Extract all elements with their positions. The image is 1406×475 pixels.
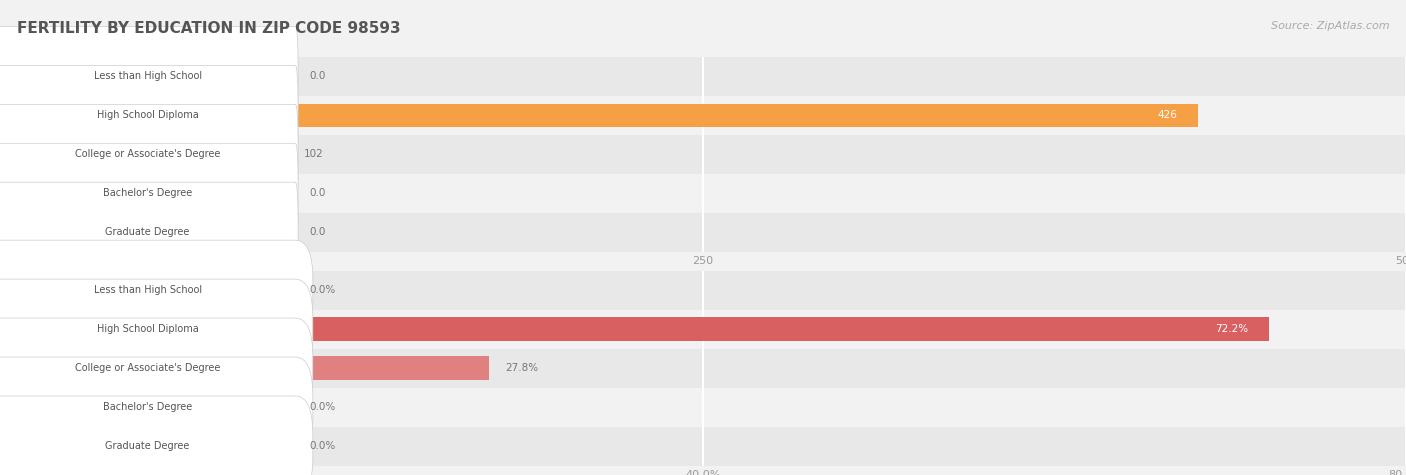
Text: 0.0%: 0.0% [309,285,336,295]
FancyBboxPatch shape [0,66,298,165]
Text: 27.8%: 27.8% [506,363,538,373]
Bar [0,310,1406,349]
Bar [0,174,1406,213]
FancyBboxPatch shape [0,357,312,457]
Text: Less than High School: Less than High School [94,71,201,82]
Text: Bachelor's Degree: Bachelor's Degree [103,402,193,412]
Bar [0,57,1406,96]
Bar [0,388,1406,427]
FancyBboxPatch shape [0,279,312,379]
FancyBboxPatch shape [0,318,312,418]
Bar [0,356,489,380]
Bar [0,271,1406,310]
Bar [0,213,1406,252]
Text: Less than High School: Less than High School [94,285,201,295]
Bar [0,96,1406,135]
Text: 102: 102 [304,149,323,160]
Text: Graduate Degree: Graduate Degree [105,227,190,238]
Bar [0,135,1406,174]
FancyBboxPatch shape [0,143,298,243]
Text: High School Diploma: High School Diploma [97,324,198,334]
FancyBboxPatch shape [0,27,298,126]
Text: High School Diploma: High School Diploma [97,110,198,121]
Text: College or Associate's Degree: College or Associate's Degree [75,149,221,160]
Text: Bachelor's Degree: Bachelor's Degree [103,188,193,199]
Bar [0,349,1406,388]
Text: 0.0%: 0.0% [309,441,336,451]
FancyBboxPatch shape [0,182,298,282]
Bar [0,142,287,166]
Text: Source: ZipAtlas.com: Source: ZipAtlas.com [1271,21,1389,31]
FancyBboxPatch shape [0,396,312,475]
Text: Graduate Degree: Graduate Degree [105,441,190,451]
Text: 0.0: 0.0 [309,71,326,82]
Text: 426: 426 [1157,110,1177,121]
Bar [0,427,1406,466]
Text: 0.0: 0.0 [309,188,326,199]
FancyBboxPatch shape [0,240,312,340]
Bar [0,104,1198,127]
Text: College or Associate's Degree: College or Associate's Degree [75,363,221,373]
Bar [0,317,1268,341]
Text: 72.2%: 72.2% [1215,324,1249,334]
Text: 0.0: 0.0 [309,227,326,238]
Text: 0.0%: 0.0% [309,402,336,412]
Text: FERTILITY BY EDUCATION IN ZIP CODE 98593: FERTILITY BY EDUCATION IN ZIP CODE 98593 [17,21,401,37]
FancyBboxPatch shape [0,104,298,204]
